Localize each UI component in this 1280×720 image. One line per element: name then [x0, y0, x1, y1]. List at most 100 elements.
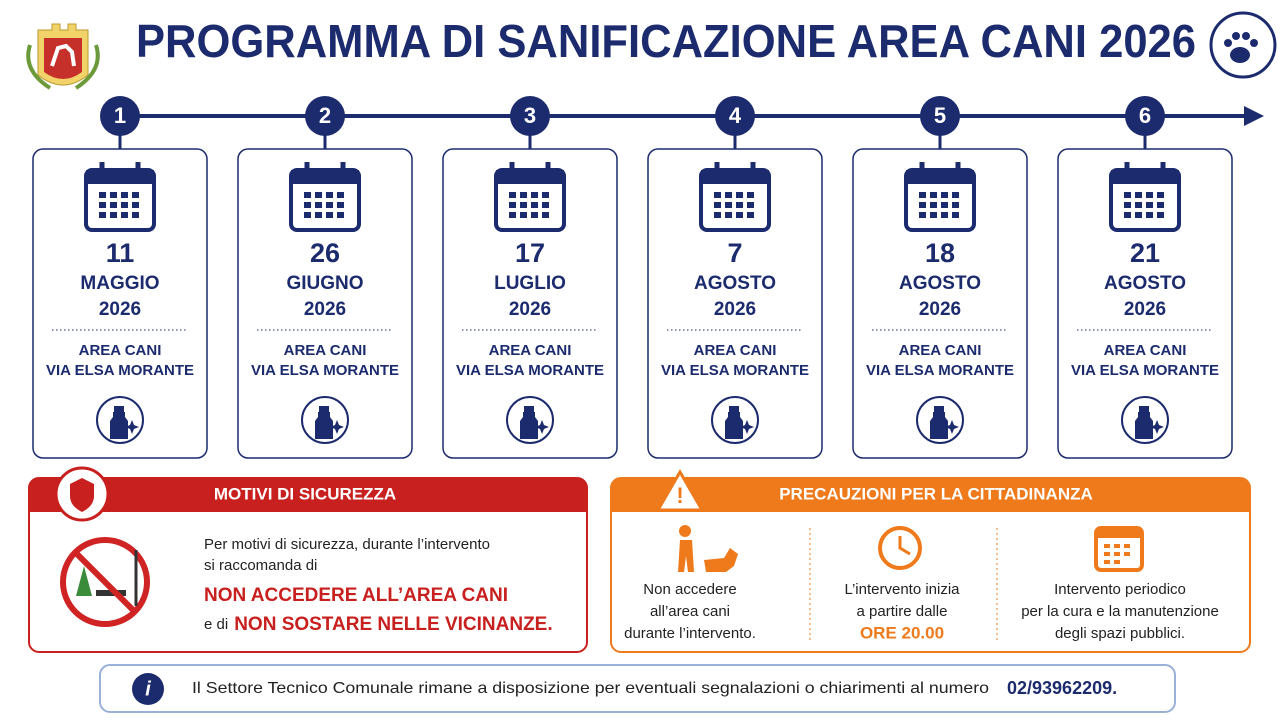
calendar-dot [1124, 212, 1131, 218]
title: PROGRAMMA DI SANIFICAZIONE AREA CANI 202… [136, 15, 1196, 67]
calendar-dot [941, 202, 948, 208]
step-card [647, 148, 823, 459]
step-day: 7 [727, 238, 742, 268]
step: 2 26 GIUGNO 2026 AREA CANI VIA ELSA MORANTE [237, 96, 413, 459]
calendar-dot [714, 202, 721, 208]
spray-bottle [315, 406, 333, 439]
safety-text: Per motivi di sicurezza, durante l’inter… [204, 536, 490, 553]
step-place: AREA CANI [694, 342, 777, 359]
calendar-dot [121, 212, 128, 218]
calendar-dot [919, 212, 926, 218]
timeline-arrow [1244, 106, 1264, 126]
calendar-dot [509, 192, 516, 198]
step-month: AGOSTO [1104, 273, 1186, 294]
calendar-dot [542, 192, 549, 198]
step-year: 2026 [304, 299, 346, 320]
sparkle [330, 420, 344, 434]
calendar-dot [121, 202, 128, 208]
sparkle [740, 420, 754, 434]
spray-bottle [930, 406, 948, 439]
calendar-dot [326, 192, 333, 198]
step-day: 11 [106, 238, 135, 268]
calendar-dot [1157, 212, 1164, 218]
safety-warning: NON SOSTARE NELLE VICINANZE. [234, 614, 552, 635]
calendar-dot [99, 202, 106, 208]
precaution-text: degli spazi pubblici. [1055, 625, 1185, 642]
calendar-dot [952, 202, 959, 208]
step-year: 2026 [714, 299, 756, 320]
step-number: 2 [319, 103, 331, 128]
calendar-dot [121, 192, 128, 198]
calendar-header [906, 170, 974, 184]
step-day: 17 [515, 238, 545, 268]
svg-text:i: i [145, 678, 151, 700]
calendar-dot [99, 212, 106, 218]
calendar-dot [99, 192, 106, 198]
calendar-dot [747, 192, 754, 198]
calendar-dot [930, 202, 937, 208]
calendar-dot [714, 212, 721, 218]
calendar-dot [326, 212, 333, 218]
precautions-items: Non accedere all’area cani durante l’inter… [624, 581, 1219, 643]
calendar-dot [542, 202, 549, 208]
calendar-dot [315, 202, 322, 208]
calendar-dot [725, 202, 732, 208]
calendar-dot [1124, 202, 1131, 208]
sparkle [1150, 420, 1164, 434]
step-badge [305, 96, 345, 136]
calendar-dot [304, 212, 311, 218]
calendar-rings [509, 162, 551, 176]
spray-bottle [110, 406, 128, 439]
calendar-dot [509, 202, 516, 208]
calendar-header [701, 170, 769, 184]
precaution-text: a partire dalle [857, 603, 948, 620]
step-place: AREA CANI [1104, 342, 1187, 359]
precaution-text: L’intervento inizia [844, 581, 960, 598]
step: 4 7 AGOSTO 2026 AREA CANI VIA ELSA MORANTE [647, 96, 823, 459]
footer-box: i [99, 664, 1176, 713]
precautions-panel: ! [610, 469, 1251, 653]
precaution-text: all’area cani [650, 603, 730, 620]
calendar-rings [1124, 162, 1166, 176]
calendar-dot [337, 212, 344, 218]
paw-icon [1209, 11, 1277, 79]
step-year: 2026 [509, 299, 551, 320]
calendar-dot [725, 212, 732, 218]
calendar-dot [714, 192, 721, 198]
step-place: VIA ELSA MORANTE [251, 362, 399, 379]
step: 5 18 AGOSTO 2026 AREA CANI VIA ELSA MORANTE [852, 96, 1028, 459]
calendar-dot [725, 192, 732, 198]
sparkle [125, 420, 139, 434]
calendar-dot [1146, 202, 1153, 208]
calendar-dot [1146, 212, 1153, 218]
step-place: AREA CANI [284, 342, 367, 359]
step-day: 26 [310, 238, 340, 268]
step-number: 4 [729, 103, 742, 128]
calendar-dot [315, 192, 322, 198]
precaution-text: Non accedere [643, 581, 736, 598]
calendar-dot [1157, 192, 1164, 198]
calendar-dot [110, 212, 117, 218]
step-month: LUGLIO [494, 273, 566, 294]
calendar-dot [110, 202, 117, 208]
precaution-text: Intervento periodico [1054, 581, 1186, 598]
calendar-dot [930, 192, 937, 198]
calendar-header [496, 170, 564, 184]
calendar-dot [520, 192, 527, 198]
step-badge [1125, 96, 1165, 136]
step-card [32, 148, 208, 459]
step-place: VIA ELSA MORANTE [46, 362, 194, 379]
calendar-dot [736, 212, 743, 218]
sparkle [535, 420, 549, 434]
precaution-text: per la cura e la manutenzione [1021, 603, 1219, 620]
calendar-header [291, 170, 359, 184]
precaution-text: durante l’intervento. [624, 625, 756, 642]
calendar-dot [747, 212, 754, 218]
spray-bottle [1135, 406, 1153, 439]
calendar-dot [132, 202, 139, 208]
spray-bottle [725, 406, 743, 439]
step: 3 17 LUGLIO 2026 AREA CANI VIA ELSA MORANTE [442, 96, 618, 459]
